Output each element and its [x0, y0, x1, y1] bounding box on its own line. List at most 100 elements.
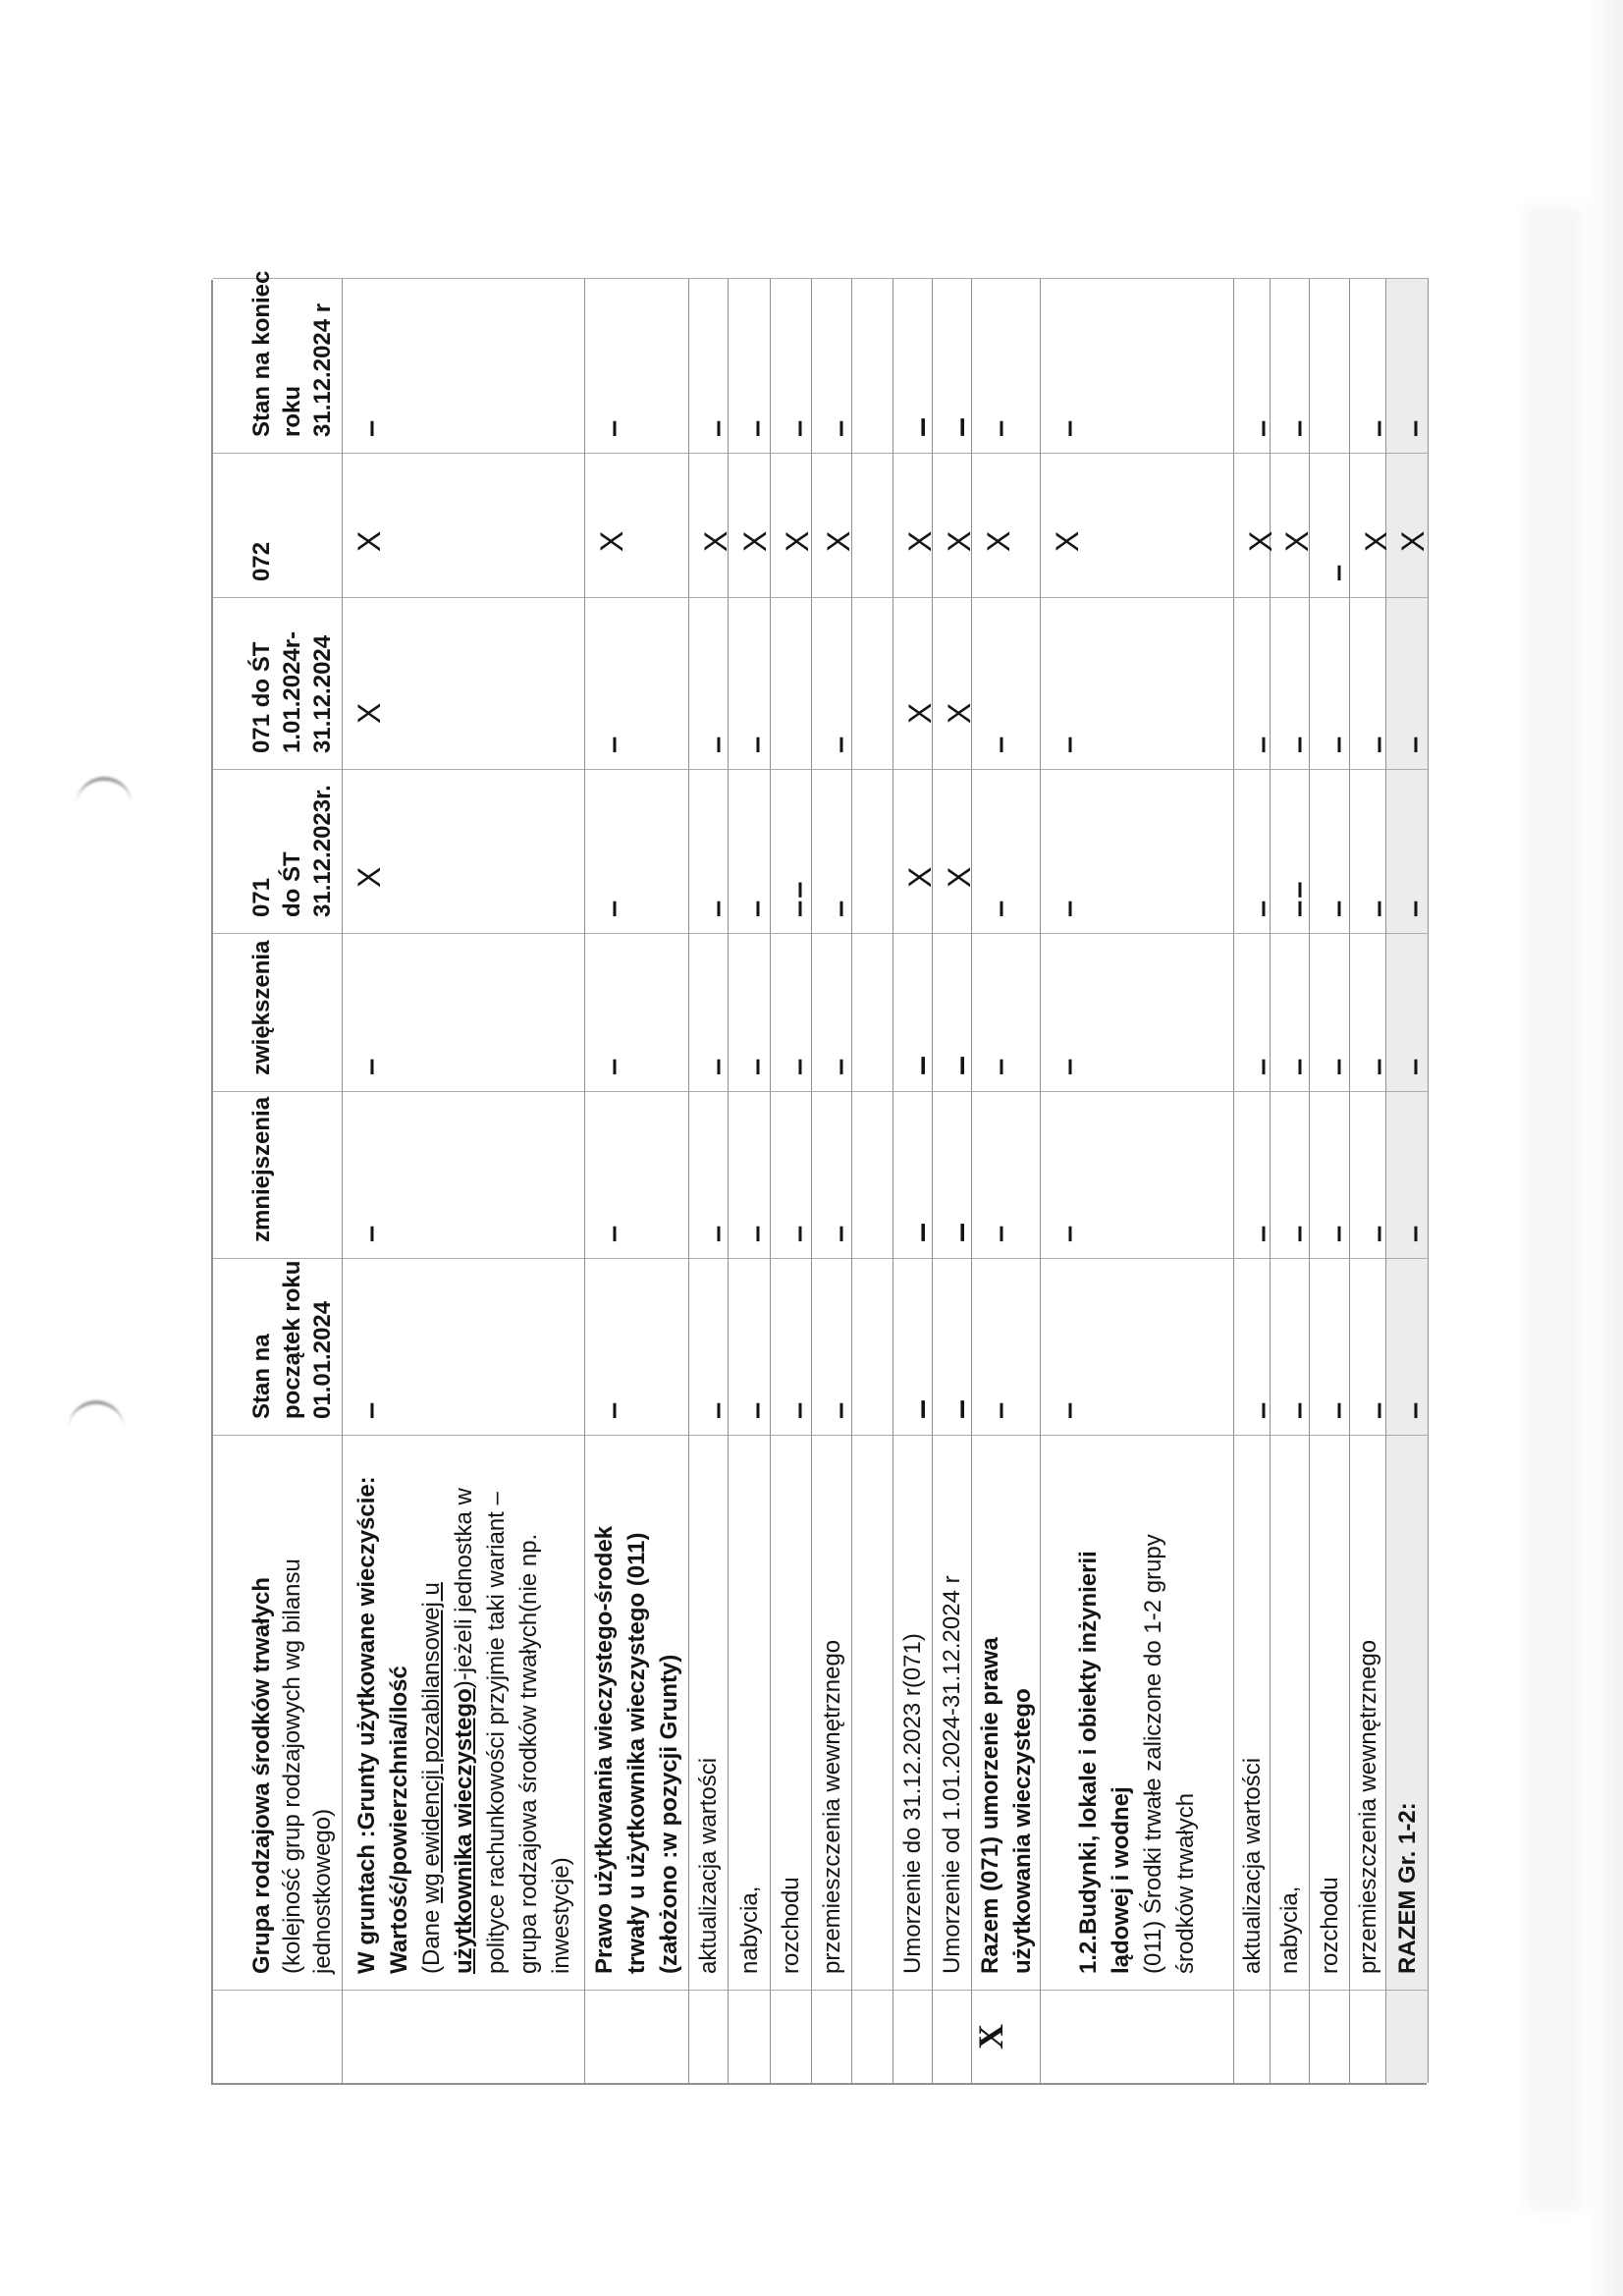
dash-mark: – [1396, 417, 1431, 437]
row-label-nabycia-1: nabycia, [729, 1435, 771, 1990]
cell-prawo-uzytkowania-072: X [585, 453, 689, 597]
table-row-razem-071: X Razem (071) umorzenie prawa użytkowania … [971, 278, 1041, 2083]
cell-razem-gr-1-2-zmniejszenia: – [1386, 1091, 1431, 1258]
cell-umorzenie-od-2024-zmniejszenia: – [933, 1091, 980, 1258]
margin-cell-nabycia-1 [729, 1990, 771, 2083]
text-segment: nabycia, [735, 1886, 763, 1974]
dash-mark: – [595, 1223, 629, 1242]
asset-table-rotated: Grupa rodzajowa środków trwałych (kolejno… [211, 271, 1431, 2085]
row-label-razem-gr-1-2: RAZEM Gr. 1-2: [1386, 1435, 1429, 1990]
text-segment: Umorzenie od 1.01.2024-31.12.2024 r [939, 1575, 965, 1974]
row-label-aktualizacja-wartosci-2: aktualizacja wartości [1234, 1435, 1271, 1990]
row-label-umorzenie-od-2024: Umorzenie od 1.01.2024-31.12.2024 r [933, 1435, 972, 1990]
cell-prawo-uzytkowania-zmniejszenia: – [585, 1091, 689, 1258]
row-label-przemieszczenia-2: przemieszczenia wewnętrznego [1350, 1435, 1386, 1990]
x-mark: X [780, 530, 815, 552]
text-line: Razem (071) umorzenie prawa [974, 1440, 1006, 1974]
dash-mark: – [1280, 417, 1315, 437]
column-header-zwiekszenia: zwiększenia [213, 933, 343, 1091]
margin-cell-przemieszczenia-2 [1350, 1990, 1386, 2083]
dash-mark: – [900, 1053, 941, 1075]
text-segment: inwestycje) [547, 1857, 574, 1974]
cell-nabycia-2-071-do-st-2023: –– [1271, 769, 1315, 933]
text-line: 31.12.2023r. [307, 776, 338, 917]
table-row-rozchodu-1: rozchodu – – – –– X – [771, 278, 815, 2083]
x-mark: X [594, 530, 629, 552]
cell-aktualizacja-wartosci-1-stan-na-poczatek-roku: – [689, 1258, 733, 1435]
text-line: (kolejność grup rodzajowych wg bilansu [277, 1442, 307, 1974]
text-segment: nabycia, [1276, 1886, 1303, 1974]
text-segment: jednostkowego) [309, 1808, 336, 1974]
text-line: użytkowania wieczystego [1006, 1440, 1039, 1974]
cell-aktualizacja-wartosci-2-071-do-st-2024: – [1234, 597, 1278, 769]
cell-nabycia-2-zmniejszenia: – [1271, 1091, 1315, 1258]
x-mark: X [902, 702, 938, 724]
cell-w-gruntach-071-do-st-2023: X [343, 769, 585, 933]
text-segment: aktualizacja wartości [1238, 1757, 1266, 1974]
text-line: aktualizacja wartości [692, 1440, 725, 1974]
cell-w-gruntach-stan-na-koniec-roku: – [343, 278, 585, 453]
row-label-aktualizacja-wartosci-1: aktualizacja wartości [689, 1435, 729, 1990]
cell-przemieszczenia-2-zwiekszenia: – [1350, 933, 1394, 1091]
text-line: nabycia, [733, 1440, 766, 1974]
cell-pusty-wiersz-zwiekszenia [852, 933, 893, 1091]
x-mark: X [942, 866, 977, 888]
text-segment: do ŚT [279, 851, 305, 917]
cell-budynki-1-2-stan-na-koniec-roku: – [1041, 278, 1234, 453]
cell-aktualizacja-wartosci-2-072: X [1234, 453, 1278, 597]
cell-nabycia-2-zwiekszenia: – [1271, 933, 1315, 1091]
dash-mark: –– [781, 879, 815, 917]
cell-budynki-1-2-071-do-st-2024: – [1041, 597, 1234, 769]
cell-nabycia-1-stan-na-poczatek-roku: – [729, 1258, 773, 1435]
cell-przemieszczenia-2-zmniejszenia: – [1350, 1091, 1394, 1258]
cell-rozchodu-2-071-do-st-2023: – [1310, 769, 1354, 933]
dash-mark: – [900, 1220, 941, 1242]
cell-pusty-wiersz-072 [852, 453, 893, 597]
cell-umorzenie-od-2024-zwiekszenia: – [933, 933, 980, 1091]
text-line: Umorzenie od 1.01.2024-31.12.2024 r [936, 1440, 968, 1974]
dash-mark: – [940, 1220, 980, 1242]
dash-mark: – [822, 1223, 856, 1242]
dash-mark: – [1051, 898, 1085, 917]
cell-nabycia-1-zwiekszenia: – [729, 933, 773, 1091]
text-segment: wg ewidencji pozabilansowej u [417, 1582, 445, 1903]
cell-nabycia-1-stan-na-koniec-roku: – [729, 278, 773, 453]
text-line: 1.01.2024r- [277, 604, 307, 753]
x-mark: X [821, 530, 856, 552]
text-line: 1.2.Budynki, lokale i obiekty inżynierii [1072, 1440, 1105, 1974]
text-line: 01.01.2024 [307, 1265, 338, 1419]
dash-mark: – [1396, 898, 1431, 917]
text-segment: (założono :w pozycji Grunty) [656, 1654, 682, 1974]
text-segment: lądowej i wodnej [1108, 1786, 1134, 1974]
row-label-rozchodu-2: rozchodu [1310, 1435, 1350, 1990]
dash-mark: – [982, 1056, 1016, 1075]
text-segment: Stan na [248, 1334, 275, 1419]
text-line: lądowej i wodnej [1105, 1440, 1137, 1974]
text-segment: Wartość/powierzchnia/ilość [385, 1666, 412, 1974]
dash-mark: – [940, 1396, 980, 1419]
dash-mark: – [822, 1056, 856, 1075]
x-mark: X [942, 702, 977, 724]
text-line: Umorzenie do 31.12.2023 r(071) [896, 1440, 929, 1974]
dash-mark: – [1320, 1399, 1354, 1419]
dash-mark: – [1396, 734, 1431, 753]
cell-nabycia-2-071-do-st-2024: – [1271, 597, 1315, 769]
cell-razem-gr-1-2-071-do-st-2023: – [1386, 769, 1431, 933]
table-row-prawo-uzytkowania: Prawo użytkowania wieczystego-środek trwa… [585, 278, 689, 2083]
text-line: Grupa rodzajowa środków trwałych [246, 1442, 277, 1974]
cell-razem-071-zwiekszenia: – [972, 933, 1041, 1091]
dash-mark: – [1320, 562, 1354, 581]
text-line: Stan na [246, 1265, 277, 1419]
dash-mark: – [1051, 1223, 1085, 1242]
dash-mark: – [822, 898, 856, 917]
cell-aktualizacja-wartosci-2-071-do-st-2023: – [1234, 769, 1278, 933]
text-line: rozchodu [775, 1440, 807, 1974]
text-line: polityce rachunkowości przyjmie taki war… [480, 1440, 513, 1974]
text-line: (Dane wg ewidencji pozabilansowej u [415, 1440, 448, 1974]
table-row-w-gruntach: W gruntach :Grunty użytkowane wieczyście… [343, 278, 585, 2083]
table-row-pusty-wiersz [852, 278, 893, 2083]
dash-mark: – [1051, 417, 1085, 437]
text-segment: Grupa rodzajowa środków trwałych [248, 1576, 275, 1974]
cell-rozchodu-2-zwiekszenia: – [1310, 933, 1354, 1091]
dash-mark: – [982, 1399, 1016, 1419]
